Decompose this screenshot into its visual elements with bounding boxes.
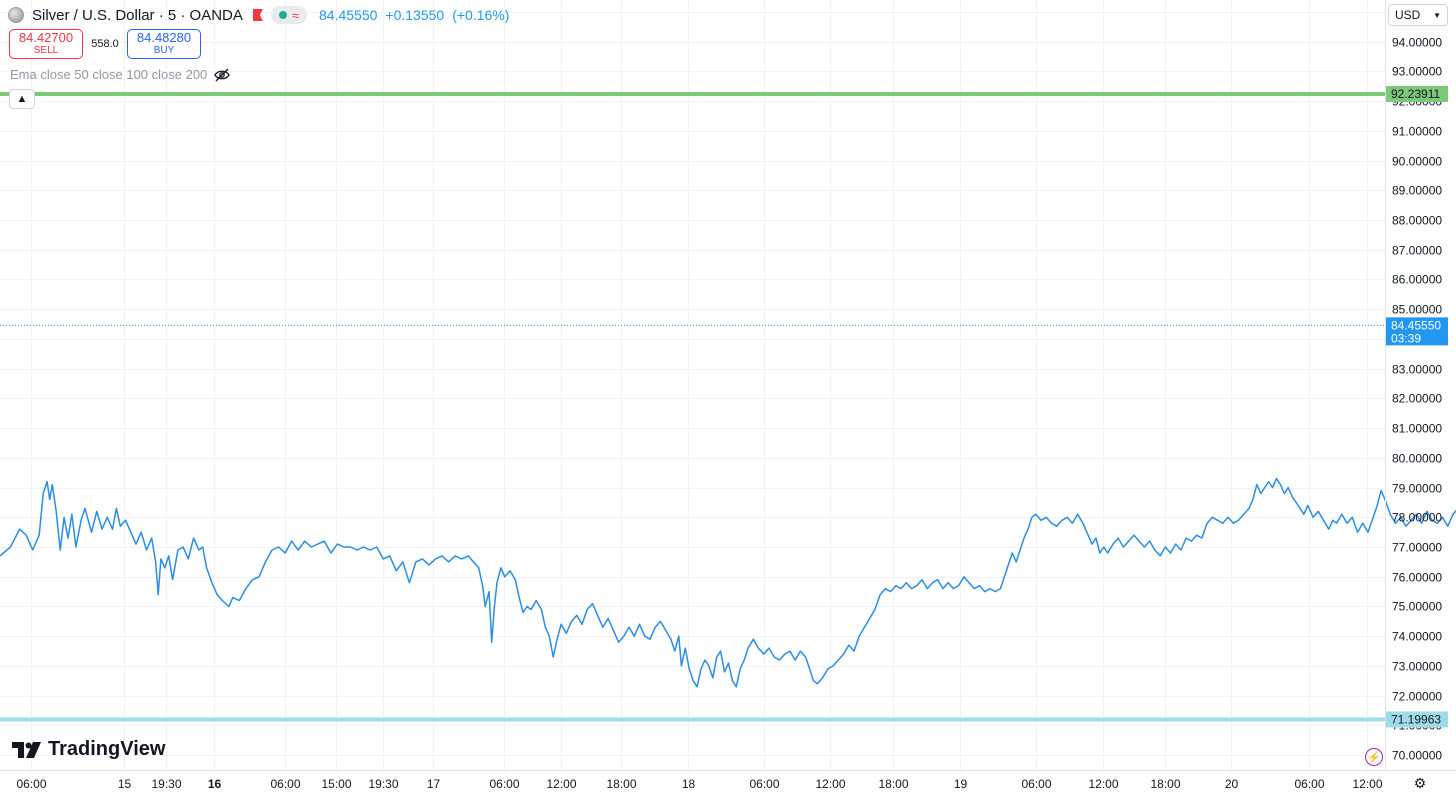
- x-tick-label: 15:00: [321, 777, 351, 791]
- level-label: 71.19963: [1391, 712, 1441, 726]
- last-price-label-bg: [1386, 317, 1448, 346]
- horizontal-levels: [0, 91, 1385, 722]
- x-tick-label: 06:00: [1294, 777, 1324, 791]
- header-last-price: 84.45550: [319, 7, 378, 23]
- sell-label: SELL: [33, 45, 59, 56]
- level-label: 92.23911: [1391, 87, 1440, 101]
- last-price-marker: [0, 324, 1385, 326]
- x-tick-label: 19:30: [151, 777, 181, 791]
- x-tick-label: 19:30: [368, 777, 398, 791]
- bar-countdown-label: 03:39: [1391, 331, 1421, 345]
- price-axis[interactable]: 70.0000071.0000072.0000073.0000074.00000…: [1392, 6, 1442, 763]
- y-tick-label: 82.00000: [1392, 392, 1442, 406]
- price-series-line: [0, 477, 1456, 688]
- eye-hidden-icon[interactable]: [214, 68, 231, 82]
- y-tick-label: 77.00000: [1392, 541, 1442, 555]
- collapse-legend-button[interactable]: ▲: [9, 89, 35, 109]
- y-tick-label: 87.00000: [1392, 244, 1442, 258]
- silver-coin-icon: [8, 7, 24, 23]
- bolt-icon[interactable]: ⚡: [1365, 748, 1383, 766]
- y-tick-label: 74.00000: [1392, 630, 1442, 644]
- spread-value: 558.0: [91, 38, 119, 50]
- y-tick-label: 70.00000: [1392, 749, 1442, 763]
- last-price-label: 84.45550: [1391, 318, 1441, 332]
- market-status-badge[interactable]: ≈: [270, 6, 308, 24]
- x-tick-label: 06:00: [749, 777, 779, 791]
- x-tick-label: 12:00: [1088, 777, 1118, 791]
- sell-button[interactable]: 84.42700 SELL: [9, 29, 83, 59]
- y-tick-label: 90.00000: [1392, 155, 1442, 169]
- symbol-header: Silver / U.S. Dollar · 5 · OANDA ≈ 84.45…: [8, 4, 509, 26]
- chevron-up-icon: ▲: [16, 93, 28, 105]
- header-change: +0.13550: [385, 7, 445, 23]
- indicator-legend-text: Ema close 50 close 100 close 200: [10, 67, 208, 82]
- market-status-dot-icon: [278, 11, 287, 19]
- x-tick-label: 12:00: [815, 777, 845, 791]
- x-tick-label: 20: [1225, 777, 1239, 791]
- currency-value: USD: [1395, 8, 1421, 22]
- y-tick-label: 85.00000: [1392, 303, 1442, 317]
- x-tick-label: 12:00: [1352, 777, 1382, 791]
- x-tick-label: 17: [427, 777, 441, 791]
- level-label-bg: [1386, 85, 1448, 102]
- x-tick-label: 18: [682, 777, 696, 791]
- y-tick-label: 81.00000: [1392, 422, 1442, 436]
- y-tick-label: 72.00000: [1392, 690, 1442, 704]
- y-tick-label: 89.00000: [1392, 184, 1442, 198]
- y-tick-label: 93.00000: [1392, 65, 1442, 79]
- x-tick-label: 06:00: [16, 777, 46, 791]
- y-tick-label: 94.00000: [1392, 36, 1442, 50]
- chart-grid: [0, 0, 1385, 770]
- y-tick-label: 76.00000: [1392, 571, 1442, 585]
- x-tick-label: 15: [118, 777, 132, 791]
- level-label-bg: [1386, 711, 1448, 728]
- currency-select[interactable]: USD ▼: [1388, 4, 1448, 26]
- tradingview-logo-text: TradingView: [48, 738, 166, 760]
- chevron-down-icon: ▼: [1433, 10, 1441, 20]
- header-change-pct: (+0.16%): [452, 7, 510, 23]
- y-tick-label: 75.00000: [1392, 600, 1442, 614]
- x-tick-label: 06:00: [270, 777, 300, 791]
- wave-icon: ≈: [291, 7, 300, 23]
- x-tick-label: 19: [954, 777, 968, 791]
- indicator-legend[interactable]: Ema close 50 close 100 close 200: [10, 67, 231, 82]
- x-tick-label: 06:00: [489, 777, 519, 791]
- y-tick-label: 73.00000: [1392, 660, 1442, 674]
- y-tick-label: 88.00000: [1392, 214, 1442, 228]
- x-tick-label: 18:00: [878, 777, 908, 791]
- gear-icon[interactable]: ⚙: [1413, 774, 1427, 791]
- trade-buttons: 84.42700 SELL 558.0 84.48280 BUY: [9, 29, 201, 59]
- flag-icon[interactable]: [252, 9, 263, 21]
- time-axis[interactable]: 06:00 15 19:30 16 06:00 15:00 19:30 17 06:00 12:0…: [16, 777, 1382, 791]
- buy-label: BUY: [153, 45, 175, 56]
- y-tick-label: 86.00000: [1392, 273, 1442, 287]
- x-tick-label: 18:00: [606, 777, 636, 791]
- sell-price: 84.42700: [18, 30, 74, 45]
- y-tick-label: 78.00000: [1392, 511, 1442, 525]
- buy-price: 84.48280: [136, 30, 192, 45]
- y-tick-label: 91.00000: [1392, 125, 1442, 139]
- x-tick-label: 16: [208, 777, 222, 791]
- y-tick-label: 80.00000: [1392, 452, 1442, 466]
- x-tick-label: 06:00: [1021, 777, 1051, 791]
- tradingview-logo: TradingView: [12, 738, 165, 761]
- x-tick-label: 18:00: [1150, 777, 1180, 791]
- tradingview-mark-icon: [12, 741, 41, 758]
- y-tick-label: 79.00000: [1392, 482, 1442, 496]
- x-tick-label: 12:00: [546, 777, 576, 791]
- buy-button[interactable]: 84.48280 BUY: [127, 29, 201, 59]
- y-tick-label: 83.00000: [1392, 363, 1442, 377]
- symbol-title[interactable]: Silver / U.S. Dollar · 5 · OANDA: [32, 6, 243, 24]
